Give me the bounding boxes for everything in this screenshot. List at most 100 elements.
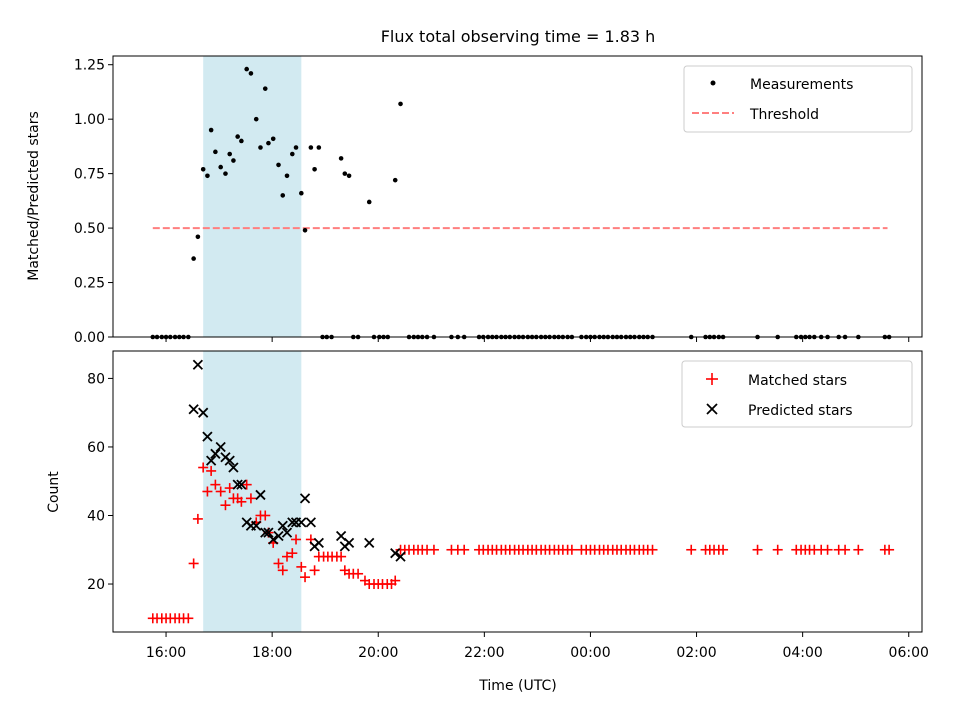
ratio-y-axis-ticks: 0.00 0.25 0.50 0.75 1.00 1.25	[74, 58, 113, 346]
measurement-point	[253, 116, 259, 122]
measurement-point	[290, 151, 295, 157]
ratio-x-axis-ticks	[165, 337, 910, 342]
predicted-star-point	[343, 537, 355, 549]
x-tick-label: 02:00	[676, 645, 716, 661]
matched-star-point	[277, 565, 288, 576]
matched-star-point	[198, 462, 209, 473]
measurement-point	[200, 166, 206, 172]
measurement-point	[191, 256, 196, 261]
measurement-point	[195, 234, 201, 240]
predicted-star-point	[202, 431, 213, 442]
legend-matched-label: Matched stars	[748, 373, 847, 389]
x-tick-label: 06:00	[889, 645, 929, 661]
matched-star-point	[206, 465, 217, 476]
measurement-point	[299, 190, 304, 196]
predicted-star-point	[206, 455, 217, 466]
measurement-point	[213, 149, 218, 155]
x-tick-label: 16:00	[146, 645, 186, 661]
matched-star-point	[291, 534, 302, 545]
measurement-point	[293, 145, 299, 150]
matched-star-point	[840, 544, 851, 555]
matched-star-point	[202, 486, 213, 497]
x-tick-label: 00:00	[570, 645, 610, 661]
matched-star-point	[390, 575, 401, 586]
ratio-panel: 0.00 0.25 0.50 0.75 1.00 1.25 Matched/Predict…	[26, 55, 923, 346]
ratio-y-tick-label: 0.00	[74, 330, 105, 346]
predicted-star-point	[210, 448, 221, 459]
matched-star-point	[428, 544, 439, 555]
measurement-point	[227, 151, 233, 157]
measurement-point	[342, 171, 348, 176]
x-tick-label: 04:00	[782, 645, 822, 661]
predicted-star-point	[299, 493, 311, 504]
measurement-point	[280, 193, 286, 198]
matched-star-point	[884, 544, 895, 555]
matched-star-point	[853, 544, 864, 555]
predicted-star-point	[224, 455, 235, 466]
predicted-stars-series	[188, 359, 406, 562]
predicted-star-point	[228, 462, 239, 473]
measurement-point	[366, 199, 372, 205]
predicted-star-point	[395, 551, 406, 562]
predicted-star-point	[273, 530, 284, 542]
measurement-point	[270, 136, 276, 142]
legend-matched-marker	[706, 373, 718, 385]
ratio-y-tick-label: 1.25	[74, 58, 105, 74]
count-y-axis-ticks: 20 40 60 80	[87, 371, 113, 593]
predicted-star-point	[188, 404, 199, 415]
predicted-star-point	[281, 527, 293, 538]
predicted-star-point	[232, 479, 243, 490]
measurement-point	[248, 71, 254, 76]
matched-star-point	[772, 544, 783, 555]
count-legend-box	[681, 360, 913, 428]
predicted-star-point	[305, 517, 317, 528]
predicted-star-point	[364, 537, 375, 549]
matched-star-point	[273, 558, 284, 569]
matched-star-point	[188, 558, 199, 569]
measurement-point	[284, 173, 290, 179]
measurement-point	[223, 171, 228, 176]
matched-star-point	[260, 510, 271, 521]
matched-star-point	[241, 479, 252, 490]
legend-threshold-label: Threshold	[749, 107, 819, 123]
measurement-point	[338, 156, 344, 161]
count-panel: 20 40 60 80 16:00 18:00 20:00 22:00 00:00 02:00 0…	[46, 350, 929, 694]
count-legend: Matched stars Predicted stars	[681, 360, 913, 428]
matched-star-point	[566, 544, 577, 555]
predicted-star-point	[268, 534, 279, 545]
matched-star-point	[353, 568, 364, 579]
measurement-point	[392, 177, 398, 183]
ratio-legend: Measurements Threshold	[683, 65, 913, 133]
matched-star-point	[220, 500, 231, 511]
legend-measurements-label: Measurements	[750, 77, 853, 93]
predicted-star-point	[236, 479, 247, 490]
predicted-star-point	[390, 548, 401, 559]
predicted-star-point	[215, 441, 226, 453]
x-axis-label: Time (UTC)	[478, 678, 556, 694]
predicted-star-point	[296, 517, 307, 528]
measurement-point	[205, 173, 210, 179]
matched-star-point	[236, 496, 247, 507]
measurement-point	[218, 164, 223, 170]
chart-title: Flux total observing time = 1.83 h	[381, 27, 656, 46]
count-y-tick-label: 40	[87, 508, 105, 524]
matched-star-point	[822, 544, 833, 555]
measurement-point	[266, 140, 271, 146]
matched-star-point	[296, 561, 307, 572]
predicted-star-point	[263, 527, 274, 538]
predicted-star-point	[198, 407, 209, 418]
measurement-point	[312, 166, 317, 172]
predicted-star-point	[255, 489, 266, 501]
x-tick-label: 18:00	[252, 645, 292, 661]
ratio-y-axis-label: Matched/Predicted stars	[26, 111, 42, 281]
measurement-point	[208, 127, 214, 133]
measurement-point	[276, 162, 281, 168]
matched-star-point	[245, 493, 256, 504]
count-x-axis-ticks: 16:00 18:00 20:00 22:00 00:00 02:00 04:00 06:00	[146, 632, 929, 661]
matched-star-point	[287, 548, 298, 559]
count-y-tick-label: 80	[87, 371, 105, 387]
predicted-star-point	[192, 359, 204, 370]
predicted-star-point	[287, 517, 298, 528]
count-plot-frame	[112, 350, 923, 633]
